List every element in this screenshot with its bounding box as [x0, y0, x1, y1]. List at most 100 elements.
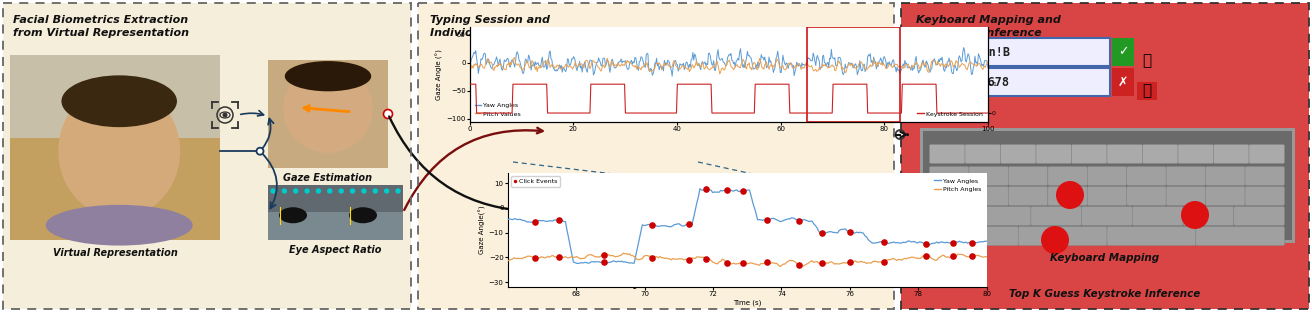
Point	[548, 255, 569, 260]
Text: Keyboard Mapping and
Keystroke Inference: Keyboard Mapping and Keystroke Inference	[916, 15, 1061, 38]
Point	[695, 257, 716, 262]
Circle shape	[272, 189, 276, 193]
Text: Virtual Representation: Virtual Representation	[52, 248, 177, 258]
Text: Keystroke Session Classification: Keystroke Session Classification	[619, 279, 807, 289]
Text: Typing Session and
Individual Keystrokes Identification: Typing Session and Individual Keystrokes…	[430, 15, 653, 38]
FancyBboxPatch shape	[929, 207, 980, 226]
Circle shape	[257, 148, 264, 155]
Point	[962, 254, 983, 259]
FancyBboxPatch shape	[920, 128, 1295, 243]
Point	[525, 255, 546, 260]
FancyBboxPatch shape	[10, 55, 220, 240]
Ellipse shape	[62, 76, 177, 127]
FancyBboxPatch shape	[1245, 167, 1284, 186]
Text: Eye Aspect Ratio: Eye Aspect Ratio	[289, 245, 382, 255]
Text: 🔒: 🔒	[1143, 84, 1152, 99]
Legend: Yaw Angles, Pitch Angles: Yaw Angles, Pitch Angles	[933, 176, 984, 194]
FancyBboxPatch shape	[1107, 227, 1195, 246]
Point	[874, 240, 895, 245]
FancyBboxPatch shape	[268, 60, 388, 168]
FancyBboxPatch shape	[929, 227, 1018, 246]
Point	[942, 240, 963, 245]
Circle shape	[1181, 201, 1208, 229]
FancyBboxPatch shape	[1178, 144, 1214, 163]
FancyBboxPatch shape	[901, 3, 1309, 309]
Circle shape	[384, 189, 388, 193]
Ellipse shape	[283, 64, 373, 153]
FancyBboxPatch shape	[10, 138, 220, 240]
FancyBboxPatch shape	[1001, 144, 1036, 163]
Text: Facial Biometrics Extraction
from Virtual Representation: Facial Biometrics Extraction from Virtua…	[13, 15, 189, 38]
FancyBboxPatch shape	[1009, 167, 1048, 186]
FancyBboxPatch shape	[1245, 187, 1284, 206]
FancyBboxPatch shape	[1214, 144, 1249, 163]
FancyBboxPatch shape	[1138, 82, 1157, 100]
FancyBboxPatch shape	[1107, 144, 1143, 163]
Text: Click Event Identification: Click Event Identification	[640, 174, 786, 184]
FancyBboxPatch shape	[1036, 144, 1072, 163]
Text: 🔓: 🔓	[1143, 53, 1152, 69]
Point	[593, 260, 614, 265]
FancyBboxPatch shape	[1088, 187, 1127, 206]
Text: 12345678: 12345678	[953, 76, 1010, 89]
Text: Top K Guess Keystroke Inference: Top K Guess Keystroke Inference	[1009, 289, 1200, 299]
Circle shape	[340, 189, 344, 193]
Point	[695, 187, 716, 192]
FancyBboxPatch shape	[1113, 68, 1134, 96]
FancyBboxPatch shape	[10, 55, 220, 138]
Legend: Yaw Angles, Pitch Values: Yaw Angles, Pitch Values	[472, 101, 523, 119]
FancyBboxPatch shape	[1206, 187, 1245, 206]
Point	[874, 259, 895, 264]
Text: Keyboard Mapping: Keyboard Mapping	[1051, 253, 1160, 263]
Circle shape	[294, 189, 298, 193]
Circle shape	[896, 130, 904, 139]
FancyBboxPatch shape	[1127, 167, 1166, 186]
Text: ✓: ✓	[1118, 46, 1128, 59]
Point	[525, 219, 546, 224]
FancyBboxPatch shape	[1166, 187, 1206, 206]
Point	[789, 263, 810, 268]
FancyBboxPatch shape	[1031, 207, 1081, 226]
Point	[548, 217, 569, 222]
FancyBboxPatch shape	[980, 207, 1031, 226]
Text: ✗: ✗	[1118, 76, 1128, 89]
FancyBboxPatch shape	[1018, 227, 1107, 246]
FancyBboxPatch shape	[1009, 187, 1048, 206]
Y-axis label: Gaze Angle (°): Gaze Angle (°)	[436, 49, 443, 100]
X-axis label: Time (s): Time (s)	[733, 300, 761, 306]
Point	[716, 260, 737, 265]
Point	[916, 253, 937, 258]
Point	[593, 253, 614, 258]
FancyBboxPatch shape	[1127, 187, 1166, 206]
Circle shape	[374, 189, 378, 193]
Circle shape	[396, 189, 400, 193]
FancyBboxPatch shape	[1072, 144, 1107, 163]
FancyBboxPatch shape	[1048, 187, 1088, 206]
Point	[757, 260, 778, 265]
Point	[732, 261, 753, 266]
FancyBboxPatch shape	[1206, 167, 1245, 186]
Point	[942, 253, 963, 258]
Bar	[945, 68, 1110, 96]
FancyBboxPatch shape	[929, 167, 970, 186]
FancyBboxPatch shape	[419, 3, 893, 309]
Ellipse shape	[349, 207, 377, 223]
Point	[678, 258, 699, 263]
FancyBboxPatch shape	[10, 55, 220, 240]
Ellipse shape	[46, 205, 193, 246]
FancyBboxPatch shape	[970, 167, 1009, 186]
FancyBboxPatch shape	[1088, 167, 1127, 186]
Point	[642, 256, 663, 261]
Text: Gaze Estimation: Gaze Estimation	[283, 173, 373, 183]
FancyBboxPatch shape	[1048, 167, 1088, 186]
Circle shape	[306, 189, 310, 193]
Ellipse shape	[279, 207, 307, 223]
FancyBboxPatch shape	[1233, 207, 1284, 226]
Point	[789, 218, 810, 223]
Point	[962, 241, 983, 246]
FancyBboxPatch shape	[924, 131, 1292, 240]
Legend: Keystroke Session: Keystroke Session	[916, 110, 985, 119]
Ellipse shape	[285, 61, 371, 91]
Circle shape	[383, 110, 392, 119]
Point	[840, 260, 861, 265]
